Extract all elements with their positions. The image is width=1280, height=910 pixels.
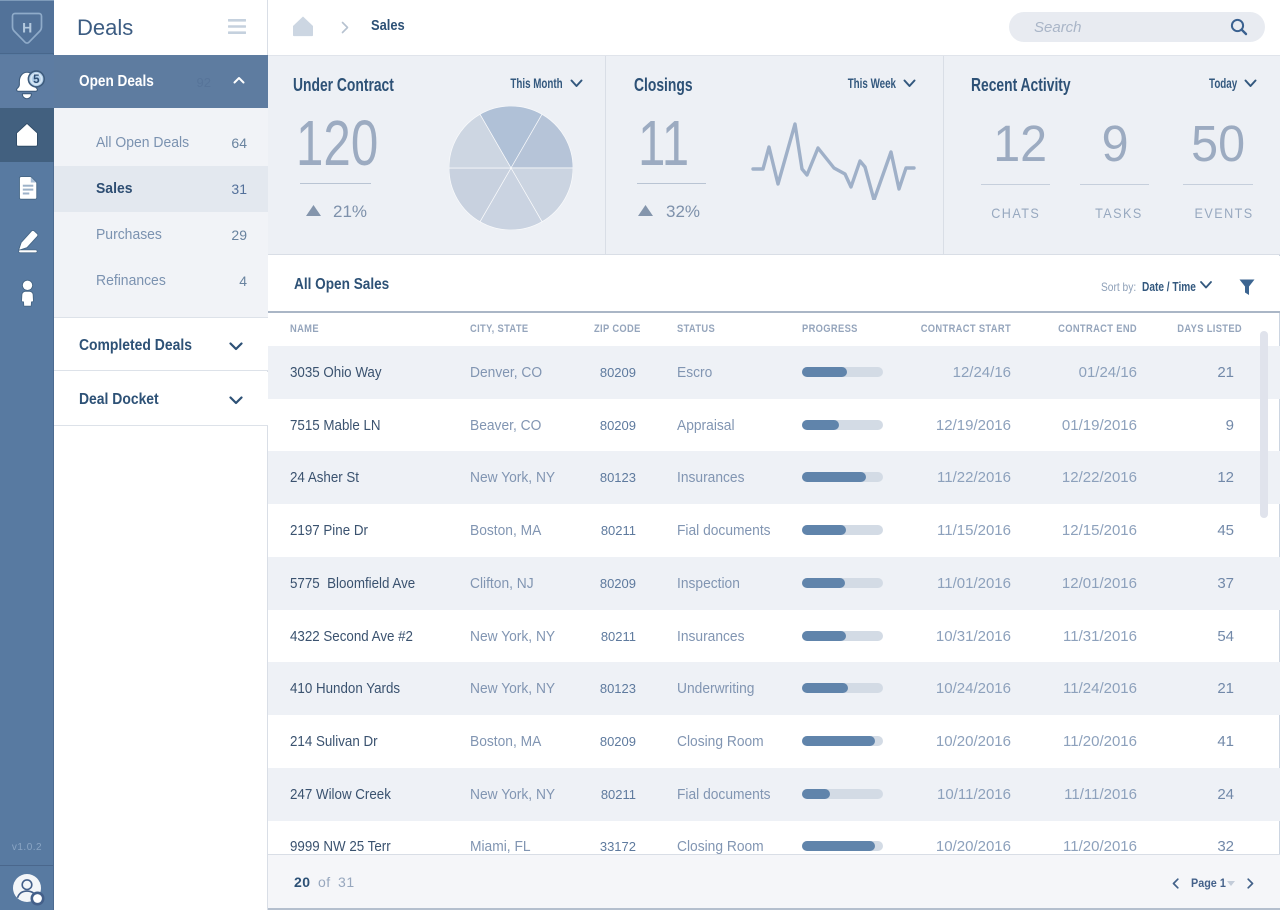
svg-text:H: H <box>22 20 32 36</box>
svg-text:5: 5 <box>33 74 40 86</box>
